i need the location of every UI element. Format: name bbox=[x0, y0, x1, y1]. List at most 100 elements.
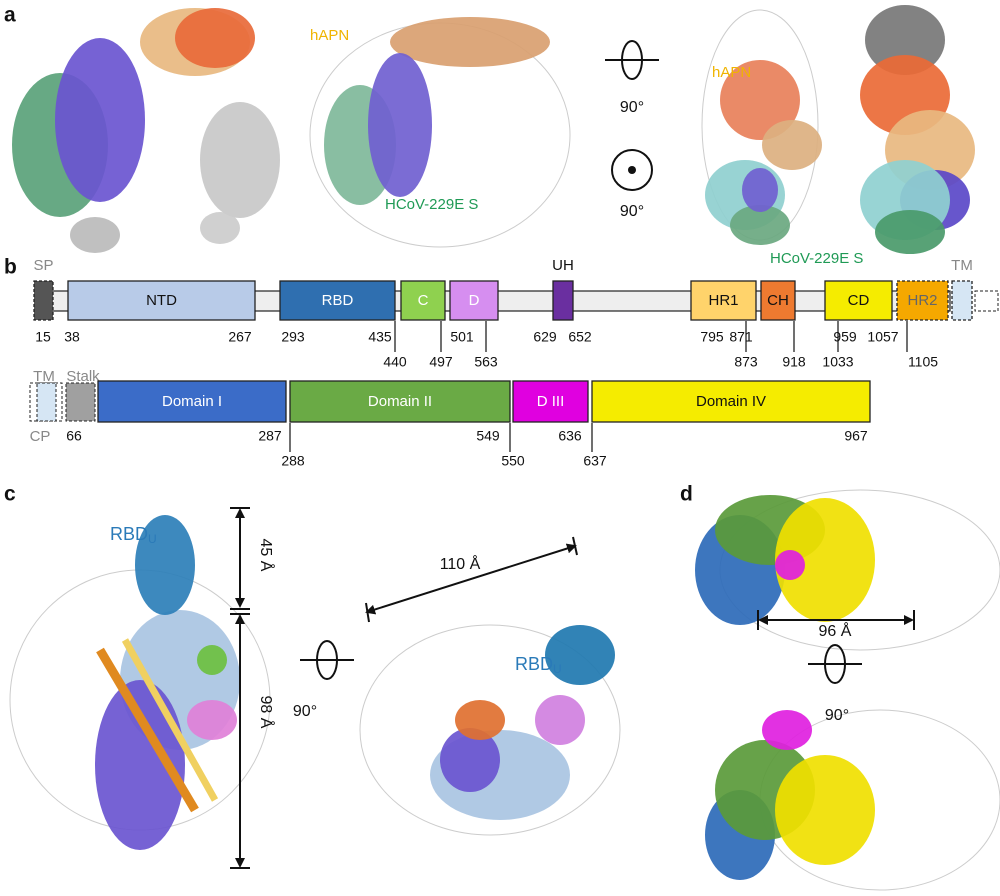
domain-box bbox=[36, 382, 57, 422]
dimension: 98 Å bbox=[257, 696, 276, 729]
panel-label: d bbox=[680, 483, 693, 506]
structure-blob bbox=[775, 550, 805, 580]
residue-number: 637 bbox=[583, 453, 607, 469]
structure-blob bbox=[762, 710, 812, 750]
domain-box bbox=[67, 280, 256, 321]
structure-blob bbox=[440, 728, 500, 792]
structure-blob bbox=[545, 625, 615, 685]
dimension-cap bbox=[365, 602, 370, 623]
domain-label: RBD bbox=[322, 292, 354, 309]
structure-blob bbox=[187, 700, 237, 740]
residue-number: 440 bbox=[383, 354, 407, 370]
dimension: 45 Å bbox=[257, 539, 276, 572]
domain-box bbox=[512, 380, 589, 423]
residue-number: 287 bbox=[258, 428, 282, 444]
rbd-label: RBDU bbox=[110, 524, 157, 546]
domain-label: HR1 bbox=[708, 292, 738, 309]
structure-blob bbox=[368, 53, 432, 197]
structure-blob bbox=[359, 624, 621, 836]
domain-label: HR2 bbox=[907, 292, 937, 309]
structure-blob bbox=[70, 217, 120, 253]
dimension-arrow bbox=[365, 543, 577, 615]
structure-blob bbox=[720, 60, 800, 140]
structure-blob bbox=[55, 38, 145, 202]
annotation: 90° bbox=[825, 707, 849, 724]
structure-blob bbox=[535, 695, 585, 745]
residue-number: 293 bbox=[281, 329, 305, 345]
domain-box bbox=[690, 280, 757, 321]
residue-number: 959 bbox=[833, 329, 857, 345]
domain-box bbox=[760, 280, 796, 321]
domain-label: Stalk bbox=[66, 368, 100, 385]
domain-label: Domain IV bbox=[696, 393, 766, 410]
rotation-symbols bbox=[300, 40, 862, 684]
structure-blob bbox=[455, 700, 505, 740]
domain-box bbox=[552, 280, 574, 321]
structure-blob bbox=[95, 680, 185, 850]
panel-label: b bbox=[4, 256, 17, 279]
structure-blob bbox=[762, 120, 822, 170]
structure-blob bbox=[135, 515, 195, 615]
residue-number: 497 bbox=[429, 354, 453, 370]
structure-blob bbox=[742, 168, 778, 212]
residue-number: 795 bbox=[700, 329, 724, 345]
rbd-text: RBD bbox=[110, 524, 148, 544]
domain-label: Domain I bbox=[162, 393, 222, 410]
residue-number: 267 bbox=[228, 329, 252, 345]
domain-label: D bbox=[469, 292, 480, 309]
domain-label: Domain II bbox=[368, 393, 432, 410]
residue-number: 629 bbox=[533, 329, 557, 345]
residue-number: 288 bbox=[281, 453, 305, 469]
residue-number: 1105 bbox=[908, 354, 938, 370]
residue-number: 873 bbox=[734, 354, 758, 370]
domain-label: SP bbox=[33, 257, 53, 274]
dimension: 110 Å bbox=[440, 554, 481, 573]
structure-blob bbox=[775, 498, 875, 622]
structure-blob bbox=[865, 5, 945, 75]
domain-box bbox=[951, 280, 973, 321]
annotation: 90° bbox=[620, 203, 644, 220]
domain-box bbox=[896, 280, 949, 321]
structure-blob bbox=[730, 205, 790, 245]
structure-blob bbox=[197, 645, 227, 675]
rbd-subscript: U bbox=[148, 532, 157, 546]
domain-box bbox=[65, 382, 96, 422]
structure-blob bbox=[200, 102, 280, 218]
domain-box bbox=[279, 280, 396, 321]
rotation-arc bbox=[611, 149, 653, 191]
residue-number: 652 bbox=[568, 329, 592, 345]
domain-label: C bbox=[418, 292, 429, 309]
rbd-text: RBD bbox=[515, 654, 553, 674]
structure-blob bbox=[390, 17, 550, 67]
residue-number: 38 bbox=[64, 329, 80, 345]
structure-blob bbox=[775, 755, 875, 865]
residue-number: 435 bbox=[368, 329, 392, 345]
helix bbox=[121, 638, 219, 802]
residue-number: 918 bbox=[782, 354, 806, 370]
residue-number: 550 bbox=[501, 453, 525, 469]
structure-blob bbox=[875, 210, 945, 254]
annotation: HCoV-229E S bbox=[385, 196, 478, 213]
domain-label: TM bbox=[951, 257, 973, 274]
domain-label: UH bbox=[552, 257, 574, 274]
residue-number: 1057 bbox=[867, 329, 898, 345]
domain-box bbox=[591, 380, 871, 423]
domain-label: NTD bbox=[146, 292, 177, 309]
residue-number: 563 bbox=[474, 354, 498, 370]
domain-label: CH bbox=[767, 292, 789, 309]
panel-label: a bbox=[4, 4, 16, 27]
domain-box bbox=[97, 380, 287, 423]
residue-number: 636 bbox=[558, 428, 582, 444]
arrows bbox=[230, 507, 915, 869]
structures bbox=[9, 5, 1000, 891]
domain-label: CP bbox=[30, 428, 51, 445]
residue-number: 1033 bbox=[822, 354, 853, 370]
dimension-cap bbox=[572, 536, 578, 556]
panel-label: c bbox=[4, 483, 16, 506]
residue-number: 871 bbox=[729, 329, 753, 345]
domain-box bbox=[33, 280, 54, 321]
domain-label: TM bbox=[33, 368, 55, 385]
residue-number: 549 bbox=[476, 428, 500, 444]
